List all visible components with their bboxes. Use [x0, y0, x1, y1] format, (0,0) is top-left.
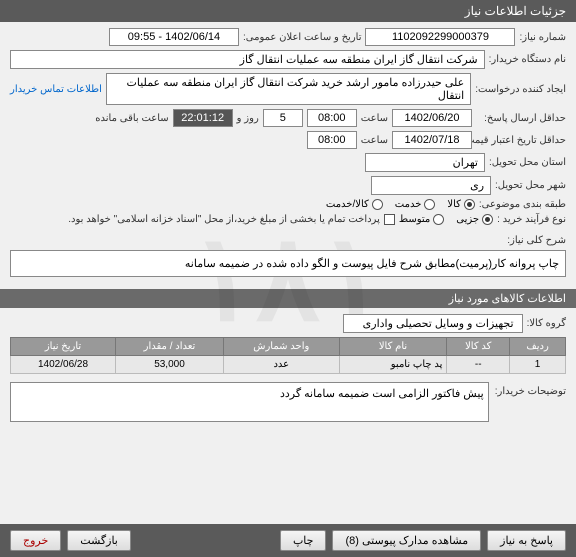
- radio-both[interactable]: کالا/خدمت: [326, 199, 383, 210]
- deadline-label: حداقل ارسال پاسخ:: [476, 113, 566, 124]
- td-qty: 53,000: [116, 356, 224, 374]
- days-field: 5: [263, 109, 303, 127]
- validity-time-field: 08:00: [307, 131, 357, 149]
- th-name: نام کالا: [339, 338, 447, 356]
- announce-field: 1402/06/14 - 09:55: [109, 28, 239, 46]
- group-label: گروه کالا:: [527, 318, 566, 329]
- radio-dot-icon: [464, 199, 475, 210]
- radio-average[interactable]: متوسط: [399, 214, 444, 225]
- payment-checkbox[interactable]: [384, 214, 395, 225]
- desc-box: چاپ پروانه کار(پرمیت)مطابق شرح فایل پیوس…: [10, 250, 566, 277]
- remain-time-field: 22:01:12: [173, 109, 233, 127]
- td-code: --: [447, 356, 510, 374]
- buyer-org-field: شرکت انتقال گاز ایران منطقه سه عملیات ان…: [10, 50, 485, 69]
- th-date: تاریخ نیاز: [11, 338, 116, 356]
- td-unit: عدد: [223, 356, 339, 374]
- need-no-label: شماره نیاز:: [519, 32, 566, 43]
- radio-service[interactable]: خدمت: [395, 199, 436, 210]
- deadline-time-field: 08:00: [307, 109, 357, 127]
- city-label: شهر محل تحویل:: [495, 180, 566, 191]
- exit-button[interactable]: خروج: [10, 530, 61, 551]
- process-label: نوع فرآیند خرید :: [497, 214, 566, 225]
- td-name: پد چاپ نامبو: [339, 356, 447, 374]
- attachments-button[interactable]: مشاهده مدارک پیوستی (8): [332, 530, 481, 551]
- desc-label: شرح کلی نیاز:: [507, 229, 566, 246]
- radio-dot-icon: [482, 214, 493, 225]
- announce-label: تاریخ و ساعت اعلان عمومی:: [243, 32, 362, 43]
- back-button[interactable]: بازگشت: [67, 530, 131, 551]
- radio-dot-icon: [372, 199, 383, 210]
- table-row[interactable]: 1 -- پد چاپ نامبو عدد 53,000 1402/06/28: [11, 356, 566, 374]
- table-header-row: ردیف کد کالا نام کالا واحد شمارش تعداد /…: [11, 338, 566, 356]
- city-field: ری: [371, 176, 491, 195]
- time-label-2: ساعت: [361, 135, 388, 146]
- footer-bar: پاسخ به نیاز مشاهده مدارک پیوستی (8) چاپ…: [0, 524, 576, 557]
- day-label: روز و: [237, 113, 259, 124]
- payment-note: پرداخت تمام یا بخشی از مبلغ خرید،از محل …: [68, 214, 380, 225]
- process-radio-group: جزیی متوسط: [399, 214, 493, 225]
- th-unit: واحد شمارش: [223, 338, 339, 356]
- contact-link[interactable]: اطلاعات تماس خریدار: [10, 84, 102, 95]
- remain-label: ساعت باقی مانده: [95, 113, 168, 124]
- requester-label: ایجاد کننده درخواست:: [475, 84, 566, 95]
- radio-dot-icon: [424, 199, 435, 210]
- td-date: 1402/06/28: [11, 356, 116, 374]
- th-code: کد کالا: [447, 338, 510, 356]
- province-label: استان محل تحویل:: [489, 157, 566, 168]
- window-title: جزئیات اطلاعات نیاز: [465, 4, 566, 18]
- group-field: تجهیزات و وسایل تحصیلی واداری: [343, 314, 523, 333]
- th-row: ردیف: [510, 338, 566, 356]
- th-qty: تعداد / مقدار: [116, 338, 224, 356]
- validity-date-field: 1402/07/18: [392, 131, 472, 149]
- need-no-field: 1102092299000379: [365, 28, 515, 46]
- print-button[interactable]: چاپ: [280, 530, 327, 551]
- buyer-notes: توضیحات خریدار: پیش فاکتور الزامی است ضم…: [10, 382, 566, 422]
- td-row: 1: [510, 356, 566, 374]
- requester-field: علی حیدرزاده مامور ارشد خرید شرکت انتقال…: [106, 73, 471, 105]
- radio-partial[interactable]: جزیی: [456, 214, 493, 225]
- respond-button[interactable]: پاسخ به نیاز: [487, 530, 566, 551]
- items-section-title: اطلاعات کالاهای مورد نیاز: [0, 289, 576, 308]
- deadline-date-field: 1402/06/20: [392, 109, 472, 127]
- validity-label: حداقل تاریخ اعتبار قیمت: تا تاریخ:: [476, 135, 566, 146]
- form-area: شماره نیاز: 1102092299000379 تاریخ و ساع…: [0, 22, 576, 287]
- window-title-bar: جزئیات اطلاعات نیاز: [0, 0, 576, 22]
- buyer-notes-box: پیش فاکتور الزامی است ضمیمه سامانه گردد: [10, 382, 489, 422]
- items-area: گروه کالا: تجهیزات و وسایل تحصیلی واداری…: [0, 308, 576, 428]
- radio-goods[interactable]: کالا: [447, 199, 475, 210]
- radio-dot-icon: [433, 214, 444, 225]
- buyer-org-label: نام دستگاه خریدار:: [489, 54, 566, 65]
- items-table: ردیف کد کالا نام کالا واحد شمارش تعداد /…: [10, 337, 566, 374]
- category-label: طبقه بندی موضوعی:: [479, 199, 566, 210]
- province-field: تهران: [365, 153, 485, 172]
- buyer-notes-label: توضیحات خریدار:: [495, 382, 566, 397]
- time-label-1: ساعت: [361, 113, 388, 124]
- category-radio-group: کالا خدمت کالا/خدمت: [326, 199, 475, 210]
